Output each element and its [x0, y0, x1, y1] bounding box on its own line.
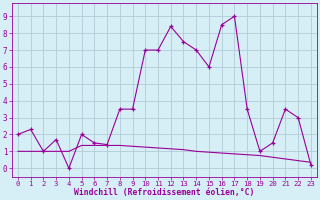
X-axis label: Windchill (Refroidissement éolien,°C): Windchill (Refroidissement éolien,°C) — [74, 188, 255, 197]
